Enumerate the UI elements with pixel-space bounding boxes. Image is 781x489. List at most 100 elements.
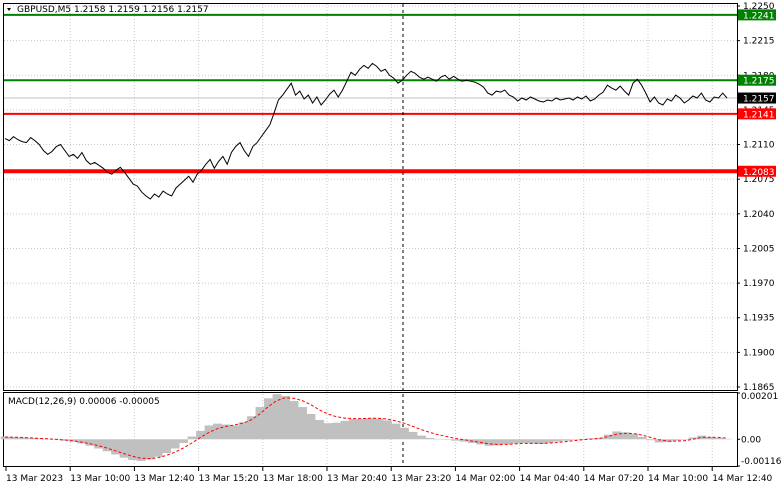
price-axis[interactable]: 1.22501.22151.21801.21451.21101.20751.20… — [737, 2, 776, 393]
macd-signal-line — [4, 397, 728, 460]
macd-tick-label: 0.00201 — [741, 392, 778, 402]
macd-bar — [247, 416, 256, 440]
level-price-label: 1.2241 — [743, 11, 775, 21]
x-tick-label: 14 Mar 02:00 — [455, 474, 515, 484]
macd-bar — [714, 437, 724, 440]
macd-bar — [298, 407, 307, 440]
price-levels — [4, 13, 737, 174]
macd-bar — [366, 418, 375, 440]
macd-bar — [187, 436, 197, 440]
macd-bar — [340, 420, 350, 440]
x-tick-label: 13 Mar 18:00 — [263, 474, 323, 484]
chevron-down-icon[interactable] — [7, 8, 11, 11]
macd-bar — [722, 438, 732, 440]
macd-bar — [391, 423, 401, 440]
macd-bar — [680, 439, 690, 440]
macd-tick-label: 0.00 — [741, 435, 761, 445]
macd-bar — [85, 439, 95, 446]
macd-bar — [323, 423, 333, 440]
y-tick-label: 1.2040 — [743, 210, 775, 220]
macd-bar — [705, 436, 715, 440]
macd-bar — [493, 439, 503, 446]
macd-bar — [382, 420, 392, 440]
macd-bar — [408, 431, 418, 440]
macd-bar — [374, 418, 384, 440]
y-tick-label: 1.1970 — [743, 279, 775, 289]
x-tick-label: 13 Mar 15:20 — [199, 474, 259, 484]
macd-bar — [671, 439, 681, 441]
macd-bar — [697, 435, 707, 440]
y-tick-label: 1.1865 — [743, 383, 775, 393]
macd-bar — [332, 422, 341, 440]
macd-bar — [518, 439, 528, 443]
macd-bar — [179, 439, 189, 443]
level-price-label: 1.2175 — [743, 77, 775, 87]
macd-bar — [68, 439, 78, 442]
price-line — [4, 62, 728, 200]
macd-bar — [544, 439, 554, 443]
macd-bar — [34, 438, 44, 440]
macd-bar — [128, 439, 138, 461]
macd-bar — [433, 438, 443, 440]
macd-bar — [476, 439, 486, 445]
macd-bar — [654, 439, 664, 443]
macd-bar — [281, 395, 290, 440]
macd-bar — [162, 439, 172, 454]
macd-bar — [552, 439, 562, 442]
macd-bar — [620, 432, 630, 440]
macd-bar — [510, 439, 520, 444]
macd-bar — [119, 439, 129, 458]
macd-bar — [289, 401, 299, 440]
x-tick-label: 14 Mar 12:40 — [712, 474, 772, 484]
macd-bar — [637, 436, 647, 440]
macd-bar — [136, 439, 146, 461]
macd-bar — [230, 425, 239, 440]
price-panel[interactable] — [3, 3, 738, 391]
grid — [4, 4, 737, 466]
y-tick-label: 1.2005 — [743, 244, 775, 254]
macd-bar — [399, 427, 409, 440]
y-tick-label: 1.2075 — [743, 175, 775, 185]
y-tick-label: 1.2250 — [743, 2, 775, 12]
level-price-box — [738, 74, 776, 86]
macd-bar — [221, 424, 231, 440]
time-axis[interactable]: 13 Mar 2023 13 Mar 10:00 13 Mar 12:40 13 Ma… — [5, 467, 773, 484]
level-price-box — [738, 108, 776, 120]
macd-bar — [612, 431, 622, 440]
macd-bar — [153, 439, 163, 457]
x-tick-label: 13 Mar 10:00 — [70, 474, 130, 484]
macd-bar — [646, 439, 656, 441]
macd-tick-label: -0.00116 — [741, 457, 781, 467]
macd-bar — [315, 419, 324, 440]
macd-bar — [416, 435, 426, 440]
macd-bar — [170, 439, 180, 449]
macd-bar — [196, 430, 206, 440]
macd-bar — [450, 439, 460, 441]
macd-bar — [459, 439, 469, 442]
macd-bar — [629, 433, 639, 440]
macd-bar — [425, 437, 435, 440]
y-tick-label: 1.1900 — [743, 348, 775, 358]
symbol-info: GBPUSD,M5 1.2158 1.2159 1.2156 1.2157 — [17, 5, 209, 15]
macd-axis: 0.00201 0.00 -0.00116 — [737, 392, 781, 467]
macd-bar — [145, 439, 155, 460]
macd-bar — [578, 438, 588, 440]
macd-bar — [535, 439, 545, 444]
macd-bar — [357, 418, 367, 440]
macd-bar — [561, 439, 571, 441]
macd-bar — [484, 439, 494, 446]
macd-bar — [272, 394, 282, 440]
macd-bar — [0, 436, 10, 440]
macd-bar — [501, 439, 511, 445]
macd-bar — [569, 439, 579, 440]
macd-bar — [663, 439, 673, 443]
current-price-box — [738, 92, 776, 104]
x-tick-label: 14 Mar 07:20 — [584, 474, 644, 484]
macd-bar — [264, 398, 273, 440]
macd-bar — [111, 439, 121, 455]
macd-bar — [102, 439, 112, 452]
level-price-label: 1.2141 — [743, 110, 775, 120]
current-price-label: 1.2157 — [743, 95, 775, 105]
macd-bar — [60, 439, 70, 441]
